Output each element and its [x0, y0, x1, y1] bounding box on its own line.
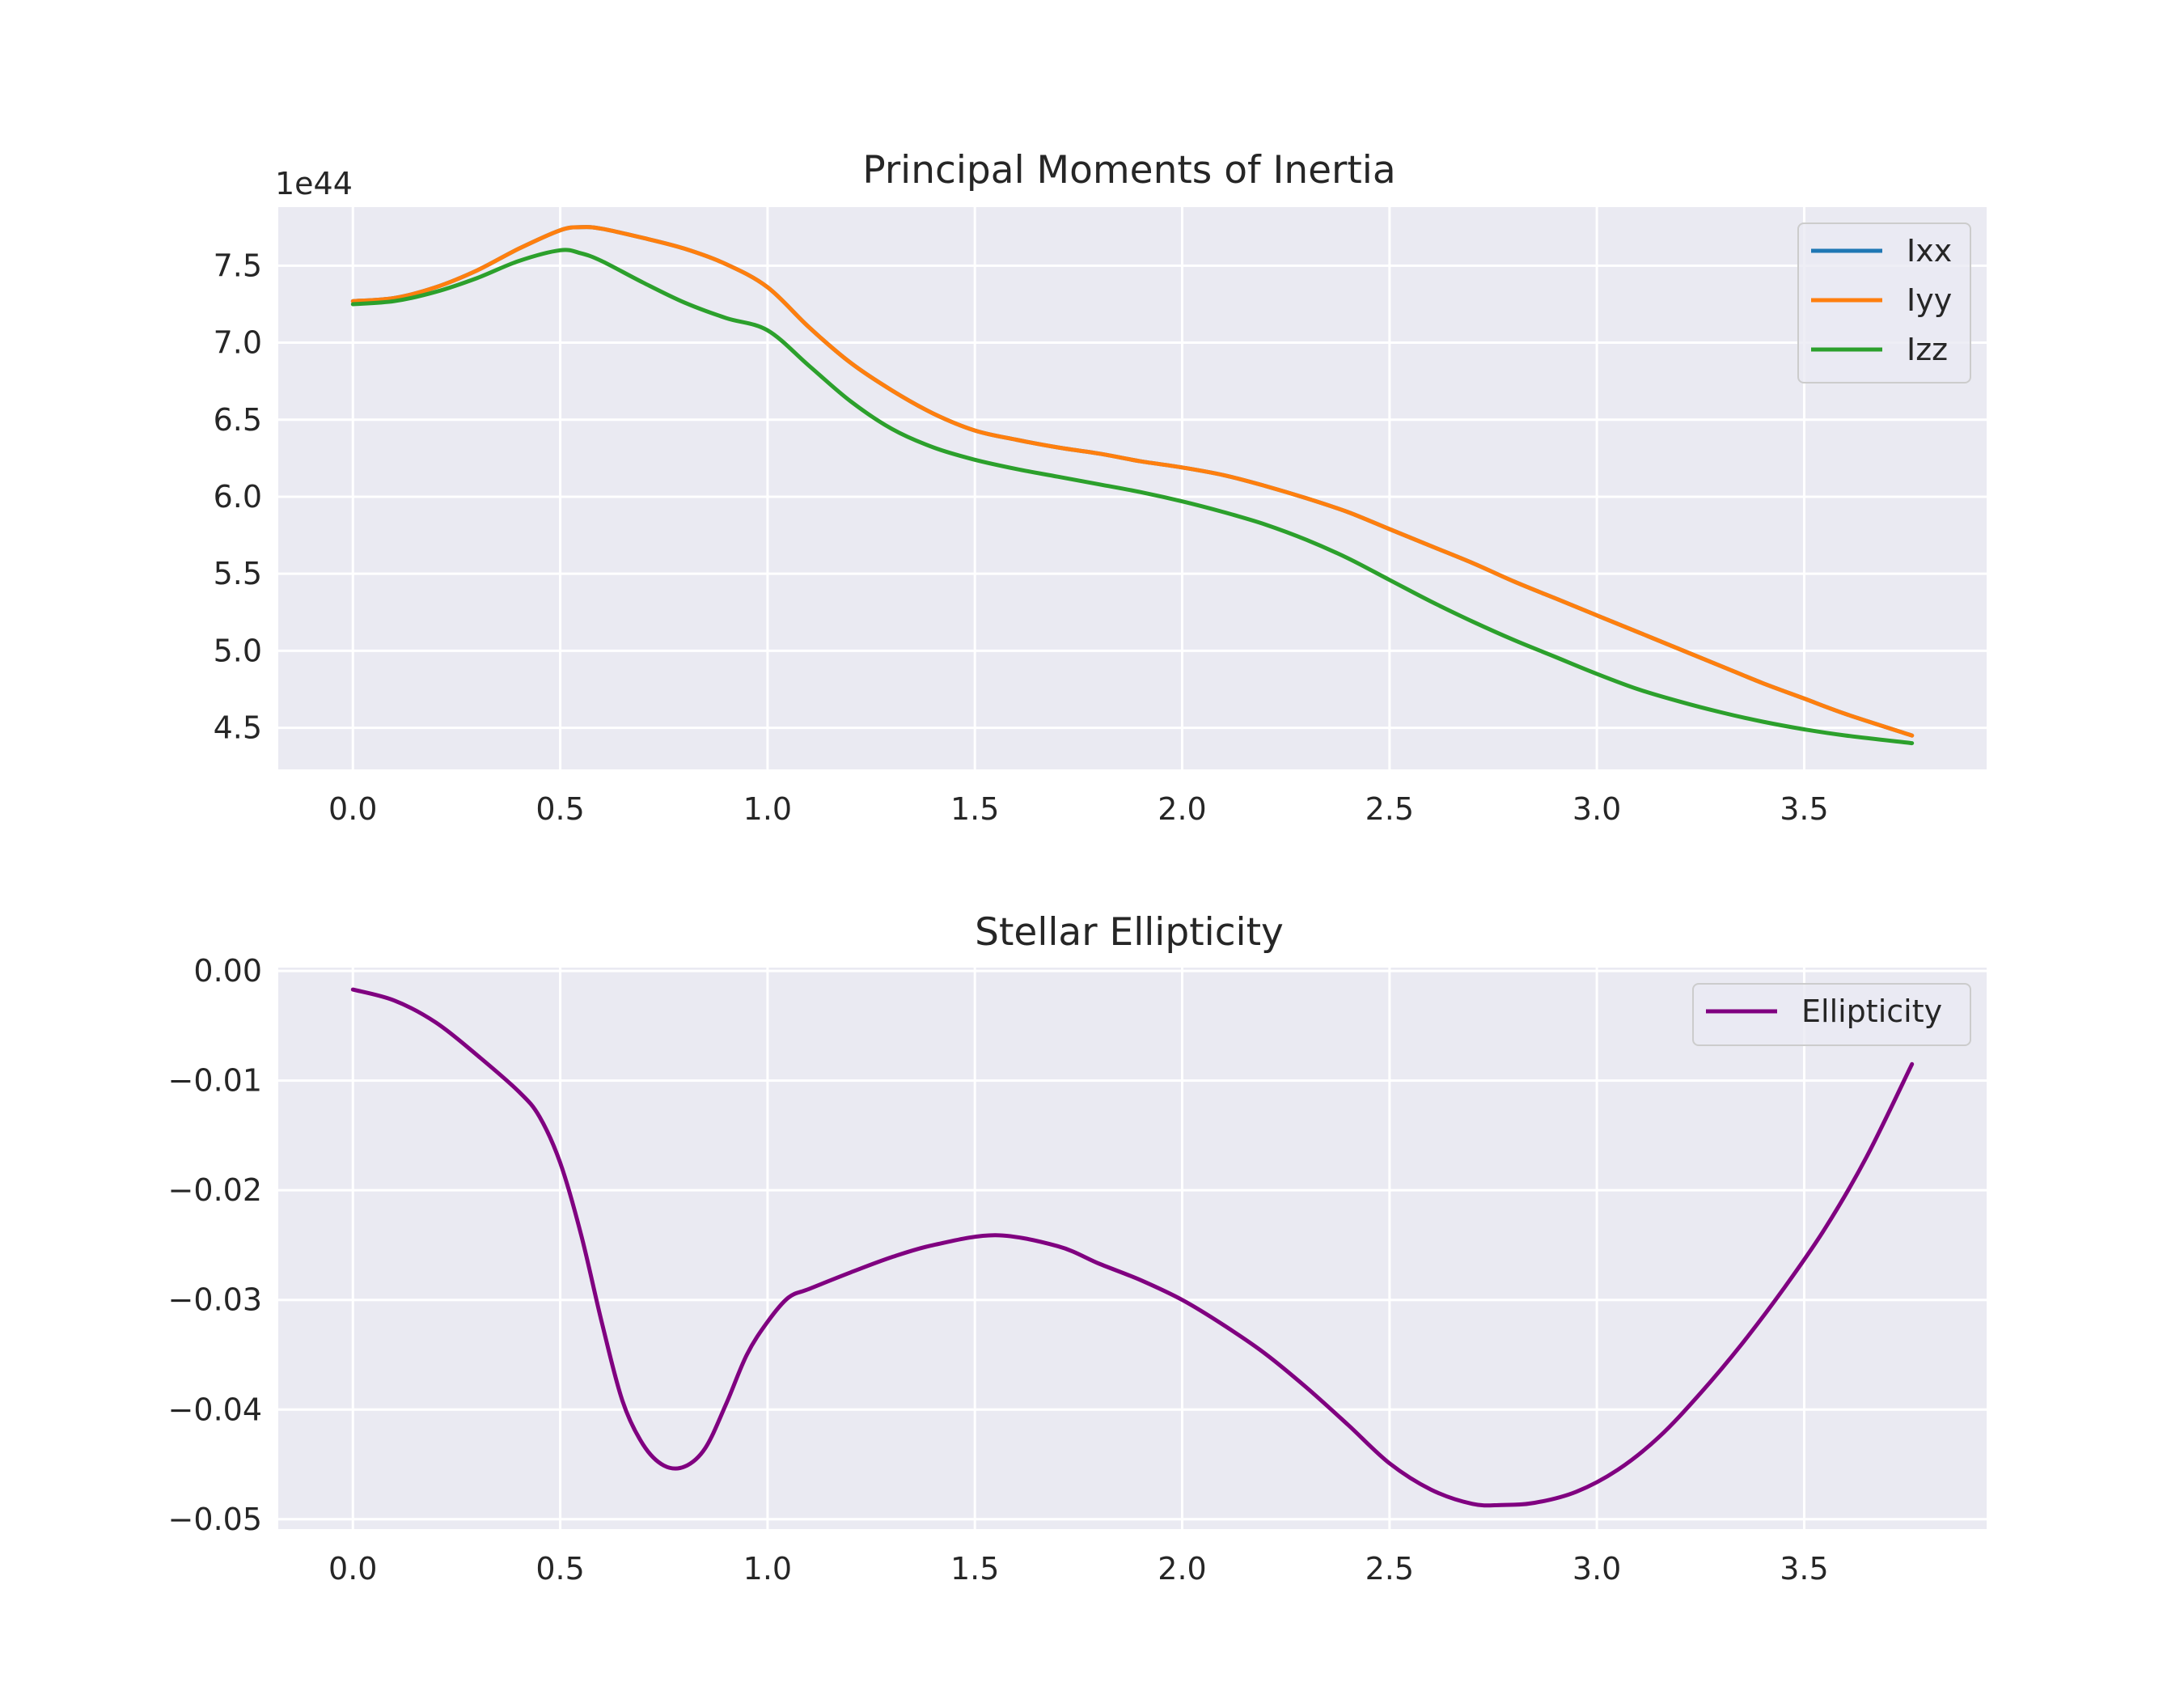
x-tick-label: 3.0	[1572, 791, 1621, 827]
x-tick-label: 1.0	[743, 1551, 792, 1587]
inertia-offset-label: 1e44	[275, 166, 353, 201]
series-line-iyy	[350, 225, 1915, 738]
inertia-legend: Ixx Iyy Izz	[1797, 222, 1971, 383]
x-tick-label: 1.5	[950, 1551, 999, 1587]
x-tick-label: 0.0	[328, 1551, 377, 1587]
ellipticity-chart: 0.0 0.5 1.0 1.5 2.0 2.5 3.0 3.5 0.00 −0.01 −0.02 −…	[168, 910, 1987, 1587]
y-tick-label: 7.5	[214, 248, 262, 283]
legend-label-izz: Izz	[1907, 332, 1948, 367]
y-tick-label: 7.0	[214, 325, 262, 361]
ellipticity-chart-title: Stellar Ellipticity	[975, 910, 1284, 955]
y-tick-label: 6.5	[214, 402, 262, 438]
x-tick-label: 0.5	[535, 791, 584, 827]
inertia-x-tick-labels: 0.0 0.5 1.0 1.5 2.0 2.5 3.0 3.5	[328, 791, 1829, 827]
x-tick-label: 1.5	[950, 791, 999, 827]
ellipticity-gridlines	[278, 968, 1987, 1529]
legend-label-ellipticity: Ellipticity	[1801, 994, 1942, 1029]
inertia-chart-title: Principal Moments of Inertia	[862, 148, 1395, 193]
y-tick-label: −0.03	[168, 1282, 262, 1318]
inertia-legend-frame	[1797, 222, 1971, 383]
ellipticity-legend: Ellipticity	[1692, 983, 1971, 1046]
x-tick-label: 0.0	[328, 791, 377, 827]
inertia-y-tick-labels: 4.5 5.0 5.5 6.0 6.5 7.0 7.5	[214, 248, 262, 745]
ellipticity-legend-frame	[1692, 983, 1971, 1046]
y-tick-label: 5.0	[214, 633, 262, 668]
y-tick-label: −0.02	[168, 1172, 262, 1208]
inertia-series-lines	[350, 225, 1915, 746]
x-tick-label: 2.5	[1365, 791, 1414, 827]
inertia-chart: 0.0 0.5 1.0 1.5 2.0 2.5 3.0 3.5 4.5 5.0 5.5 6.0 6.5…	[214, 148, 1987, 827]
y-tick-label: 6.0	[214, 479, 262, 515]
series-line-ellipticity	[350, 987, 1915, 1508]
inertia-plot-area	[278, 207, 1987, 769]
x-tick-label: 3.5	[1780, 1551, 1828, 1587]
x-tick-label: 2.0	[1158, 1551, 1206, 1587]
y-tick-label: 5.5	[214, 556, 262, 591]
x-tick-label: 2.0	[1158, 791, 1206, 827]
legend-label-iyy: Iyy	[1907, 282, 1952, 318]
x-tick-label: 1.0	[743, 791, 792, 827]
legend-label-ixx: Ixx	[1907, 233, 1952, 269]
ellipticity-plot-area	[278, 968, 1987, 1529]
y-tick-label: −0.04	[168, 1392, 262, 1427]
x-tick-label: 3.5	[1780, 791, 1828, 827]
ellipticity-x-tick-labels: 0.0 0.5 1.0 1.5 2.0 2.5 3.0 3.5	[328, 1551, 1829, 1587]
series-line-izz	[350, 248, 1915, 746]
x-tick-label: 0.5	[535, 1551, 584, 1587]
y-tick-label: −0.01	[168, 1063, 262, 1099]
x-tick-label: 2.5	[1365, 1551, 1414, 1587]
y-tick-label: 0.00	[193, 953, 262, 989]
x-tick-label: 3.0	[1572, 1551, 1621, 1587]
y-tick-label: −0.05	[168, 1502, 262, 1537]
ellipticity-series-lines	[350, 987, 1915, 1508]
ellipticity-y-tick-labels: 0.00 −0.01 −0.02 −0.03 −0.04 −0.05	[168, 953, 262, 1537]
y-tick-label: 4.5	[214, 710, 262, 746]
